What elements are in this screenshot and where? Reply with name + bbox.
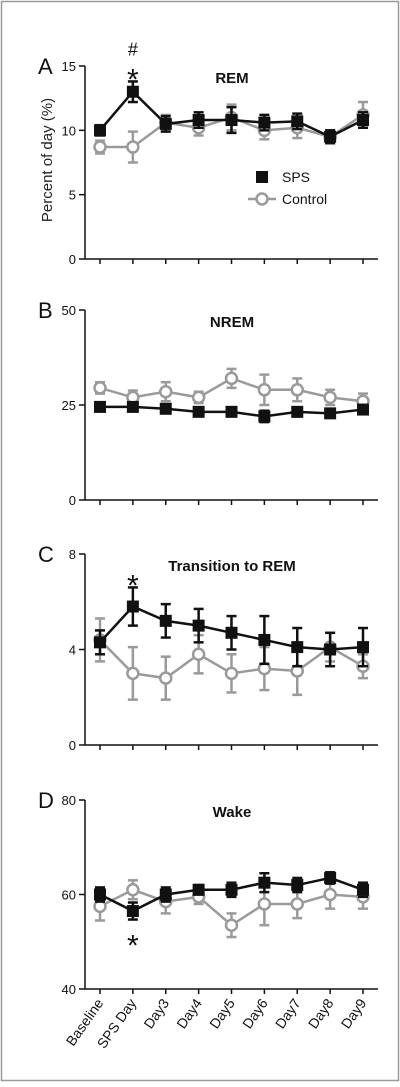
- data-point: [258, 410, 270, 422]
- data-point: [226, 627, 238, 639]
- data-point: [127, 142, 138, 153]
- data-point: [226, 373, 237, 384]
- data-point: [292, 384, 303, 395]
- data-point: [160, 386, 171, 397]
- data-point: [357, 404, 369, 416]
- y-tick-label: 80: [62, 793, 76, 808]
- significance-hash: #: [128, 39, 138, 59]
- data-point: [193, 392, 204, 403]
- data-point: [127, 884, 138, 895]
- legend-control-label: Control: [282, 191, 327, 207]
- data-point: [193, 114, 205, 126]
- data-point: [325, 392, 336, 403]
- data-point: [357, 641, 369, 653]
- data-point: [160, 673, 171, 684]
- data-point: [193, 406, 205, 418]
- y-tick-label: 10: [62, 123, 76, 138]
- data-point: [357, 114, 369, 126]
- panel-letter: D: [38, 788, 54, 813]
- data-point: [226, 668, 237, 679]
- y-tick-label: 4: [69, 643, 76, 658]
- y-tick-label: 0: [69, 493, 76, 508]
- panel-letter: A: [38, 54, 53, 79]
- data-point: [258, 634, 270, 646]
- data-point: [160, 615, 172, 627]
- panel-title: REM: [215, 70, 248, 87]
- data-point: [193, 649, 204, 660]
- y-tick-label: 0: [69, 738, 76, 753]
- data-point: [325, 889, 336, 900]
- data-point: [324, 407, 336, 419]
- y-tick-label: 15: [62, 59, 76, 74]
- data-point: [94, 401, 106, 413]
- y-tick-label: 8: [69, 547, 76, 562]
- data-point: [291, 641, 303, 653]
- data-point: [160, 118, 172, 130]
- panel-letter: C: [38, 542, 54, 567]
- y-tick-label: 60: [62, 888, 76, 903]
- data-point: [324, 872, 336, 884]
- panel-title: NREM: [210, 314, 254, 331]
- data-point: [324, 131, 336, 143]
- y-tick-label: 25: [62, 398, 76, 413]
- data-point: [291, 115, 303, 127]
- data-point: [226, 920, 237, 931]
- data-point: [94, 124, 106, 136]
- legend-control-marker: [257, 194, 268, 205]
- y-axis-label: Percent of day (%): [39, 98, 56, 222]
- data-point: [95, 382, 106, 393]
- data-point: [291, 879, 303, 891]
- data-point: [127, 905, 139, 917]
- data-point: [258, 117, 270, 129]
- y-tick-label: 5: [69, 188, 76, 203]
- legend-sps-marker: [256, 171, 268, 183]
- data-point: [160, 889, 172, 901]
- data-point: [259, 898, 270, 909]
- significance-star: *: [127, 569, 139, 602]
- data-point: [193, 884, 205, 896]
- y-tick-label: 40: [62, 982, 76, 997]
- panel-title: Wake: [213, 804, 252, 821]
- data-point: [292, 898, 303, 909]
- data-point: [127, 401, 139, 413]
- data-point: [94, 636, 106, 648]
- data-point: [291, 406, 303, 418]
- panel-title: Transition to REM: [168, 558, 296, 575]
- data-point: [94, 889, 106, 901]
- data-point: [127, 668, 138, 679]
- data-point: [258, 877, 270, 889]
- data-point: [226, 884, 238, 896]
- data-point: [226, 114, 238, 126]
- data-point: [357, 884, 369, 896]
- data-point: [226, 406, 238, 418]
- panel-letter: B: [38, 298, 53, 323]
- data-point: [193, 620, 205, 632]
- data-point: [95, 142, 106, 153]
- significance-star: *: [127, 930, 139, 963]
- data-point: [160, 403, 172, 415]
- data-point: [259, 384, 270, 395]
- legend-sps-label: SPS: [282, 169, 310, 185]
- y-tick-label: 0: [69, 252, 76, 267]
- significance-star: *: [127, 63, 139, 96]
- data-point: [324, 644, 336, 656]
- y-tick-label: 50: [62, 303, 76, 318]
